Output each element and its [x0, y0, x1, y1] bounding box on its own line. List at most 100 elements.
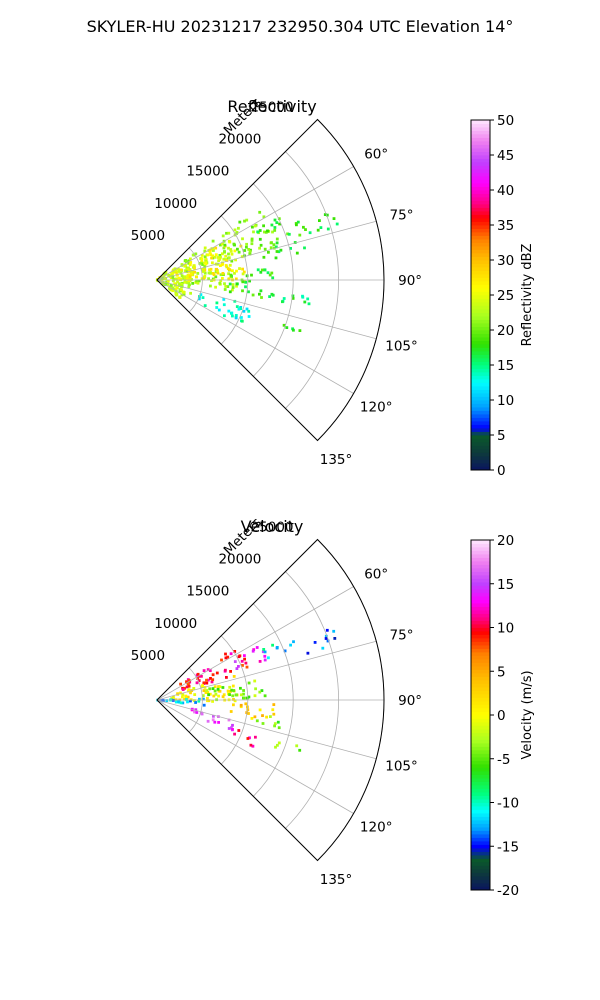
- colorbar-segment: [471, 837, 490, 842]
- colorbar-tick-label: 15: [497, 577, 514, 593]
- echo-gate: [282, 297, 286, 300]
- echo-gate: [225, 676, 228, 679]
- colorbar-segment: [471, 372, 490, 376]
- radial-tick-label: 10000: [154, 616, 197, 632]
- echo-gate: [208, 268, 211, 272]
- colorbar-segment: [471, 830, 490, 835]
- colorbar-segment: [471, 351, 490, 355]
- echo-gate: [275, 221, 279, 224]
- colorbar-segment: [471, 200, 490, 205]
- echo-gate: [226, 285, 230, 288]
- echo-gate: [196, 281, 200, 285]
- echo-gate: [189, 291, 192, 295]
- echo-gate: [250, 242, 254, 246]
- echo-gate: [186, 267, 189, 271]
- echo-gate: [275, 237, 279, 241]
- echo-gate: [187, 259, 191, 263]
- echo-gate: [174, 277, 178, 281]
- echo-gate: [252, 648, 256, 651]
- colorbar-segment: [471, 851, 490, 856]
- echo-gate: [160, 276, 164, 280]
- echo-gate: [237, 226, 240, 230]
- colorbar-segment: [471, 183, 490, 187]
- echo-gate: [176, 280, 179, 284]
- echo-gate: [189, 261, 193, 264]
- echo-gate: [333, 637, 337, 640]
- echo-gate: [219, 243, 222, 247]
- echo-gate: [203, 264, 207, 268]
- echo-gate: [206, 719, 210, 723]
- echo-gate: [209, 271, 212, 274]
- echo-gate: [171, 289, 175, 293]
- echo-gate: [267, 250, 270, 254]
- echo-gate: [223, 314, 226, 318]
- echo-gate: [203, 304, 207, 307]
- echo-gate: [292, 640, 295, 644]
- echo-gate: [273, 218, 277, 222]
- reflectivity-plot: 500010000150002000025000Meters60°75°90°1…: [131, 95, 535, 479]
- echo-gate: [206, 253, 210, 257]
- colorbar-segment: [471, 235, 490, 240]
- echo-gate: [277, 217, 281, 221]
- reflectivity-panel: Reflectivity 500010000150002000025000Met…: [131, 95, 535, 479]
- colorbar-segment: [471, 197, 490, 201]
- echo-gate: [231, 723, 234, 727]
- echo-gate: [169, 287, 172, 290]
- echo-gate: [242, 270, 246, 274]
- colorbar-segment: [471, 291, 490, 296]
- radial-tick-label: 10000: [154, 196, 197, 212]
- echo-gate: [185, 260, 188, 263]
- echo-gate: [271, 708, 275, 712]
- colorbar-segment: [471, 421, 490, 425]
- radial-tick-label: 5000: [131, 228, 165, 244]
- echo-gate: [200, 674, 203, 678]
- echo-gate: [233, 699, 237, 703]
- echo-gate: [270, 271, 274, 275]
- echo-cluster: [229, 702, 276, 720]
- echo-gate: [228, 685, 232, 689]
- echo-gate: [256, 230, 260, 234]
- echo-gate: [274, 245, 278, 249]
- echo-gate: [200, 268, 204, 271]
- colorbar-segment: [471, 151, 490, 156]
- echo-gate: [196, 672, 200, 676]
- echo-gate: [237, 665, 240, 668]
- colorbar-segment: [471, 165, 490, 170]
- colorbar-segment: [471, 816, 490, 821]
- echo-gate: [241, 280, 245, 284]
- echo-gate: [214, 275, 218, 279]
- echo-gate: [177, 700, 180, 703]
- echo-gate: [224, 285, 228, 288]
- colorbar-tick-label: 40: [497, 183, 514, 199]
- echo-gate: [189, 691, 192, 695]
- echo-gate: [323, 213, 327, 216]
- echo-gate: [293, 241, 297, 244]
- colorbar-segment: [471, 659, 490, 663]
- colorbar-tick-label: 20: [497, 323, 514, 339]
- colorbar-tick-label: 15: [497, 358, 514, 374]
- echo-gate: [195, 681, 199, 685]
- echo-gate: [185, 698, 188, 701]
- echo-gate: [275, 646, 279, 649]
- echo-gate: [217, 721, 220, 724]
- echo-gate: [208, 248, 212, 252]
- angular-tick-label: 60°: [364, 146, 388, 162]
- colorbar-tick-label: 35: [497, 218, 514, 234]
- echo-gate: [195, 279, 198, 283]
- echo-gate: [233, 660, 237, 663]
- panel-title-velocity: Velocity: [241, 517, 304, 536]
- echo-gate: [218, 254, 222, 257]
- echo-gate: [231, 286, 235, 289]
- echo-gate: [239, 703, 243, 707]
- echo-gate: [179, 682, 182, 686]
- echo-gate: [243, 654, 246, 657]
- colorbar-segment: [471, 809, 490, 814]
- echo-gate: [193, 699, 196, 702]
- colorbar: -20 -15 -10 -5 0 5 10 15 20 Velocity (m/s): [470, 533, 535, 899]
- echo-gate: [197, 297, 201, 301]
- colorbar-segment: [471, 557, 490, 562]
- colorbar-segment: [471, 417, 490, 422]
- colorbar-segment: [471, 610, 490, 614]
- echo-gate: [251, 293, 255, 297]
- echo-gate: [223, 288, 227, 291]
